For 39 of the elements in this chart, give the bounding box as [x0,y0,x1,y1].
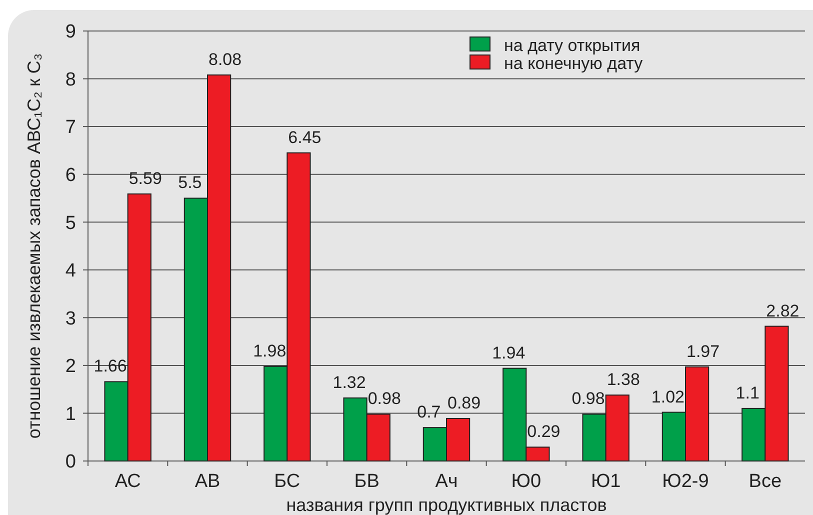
y-tick-label: 7 [65,117,76,138]
legend-label: на конечную дату [504,54,644,73]
data-label: 1.1 [736,383,760,402]
x-tick-label: БВ [354,471,380,492]
x-tick-label: БС [274,471,300,492]
data-label: 0.29 [527,422,560,442]
y-tick-label: 1 [65,404,76,425]
y-tick-label: 4 [65,260,76,282]
x-tick-label: АС [114,471,141,492]
y-tick-label: 8 [65,69,76,90]
data-label: 0.89 [448,393,481,412]
data-label: 0.98 [572,389,605,408]
legend-label: на дату открытия [504,36,640,55]
x-tick-label: Все [748,471,782,492]
data-label: 1.98 [253,341,286,360]
x-tick-label: Ю0 [511,471,542,492]
y-tick-label: 6 [65,164,76,186]
data-label: 1.32 [332,372,366,392]
y-tick-label: 3 [65,308,76,330]
x-tick-label: Ю1 [590,471,621,492]
y-axis-title: отношение извлекаемых запасов АВС₁С₂ к С₃ [24,53,44,439]
data-label: 1.02 [651,387,684,406]
x-tick-label: Ач [435,471,458,492]
y-tick-label: 0 [65,452,76,473]
y-tick-label: 5 [65,212,76,234]
data-label: 2.82 [766,301,800,320]
data-label: 8.08 [208,50,242,69]
x-tick-label: АВ [194,471,220,492]
x-axis-title: названия групп продуктивных пластов [286,495,607,515]
y-tick-label: 9 [65,22,76,43]
data-label: 1.38 [606,370,640,390]
data-label: 1.97 [686,342,720,361]
data-label: 1.94 [492,343,526,362]
y-tick-label: 2 [65,356,76,378]
data-label: 5.5 [178,173,202,192]
data-label: 6.45 [288,128,322,147]
data-label: 0.98 [368,389,401,408]
data-label: 5.59 [128,168,162,188]
x-tick-label: Ю2-9 [662,471,709,492]
